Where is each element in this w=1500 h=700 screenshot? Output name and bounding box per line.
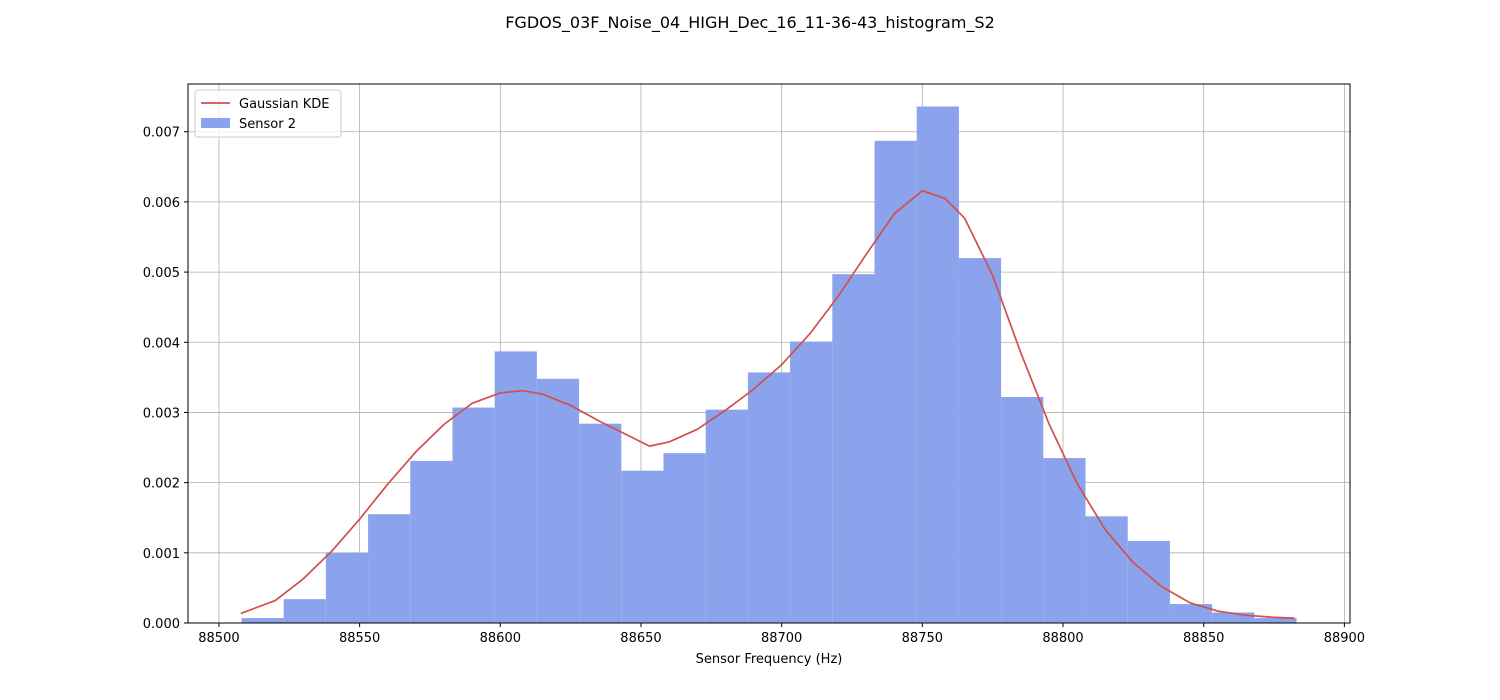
- histogram-bar-19: [1043, 458, 1086, 623]
- histogram-bar-20: [1085, 516, 1128, 623]
- x-tick-label-8: 88900: [1324, 631, 1365, 646]
- histogram-bar-6: [494, 351, 537, 623]
- histogram-bar-21: [1127, 540, 1170, 623]
- histogram-bar-22: [1169, 604, 1213, 623]
- histogram-bars: [241, 106, 1297, 624]
- histogram-bar-1: [283, 599, 326, 623]
- histogram-bar-23: [1212, 612, 1255, 623]
- kde-curve: [240, 189, 1295, 619]
- y-tick-label-6: 0.006: [143, 196, 180, 211]
- x-axis-ticks: 88500 88550 88600 88650 88700 88750 88800 88850…: [198, 623, 1365, 646]
- x-tick-label-5: 88750: [902, 631, 943, 646]
- x-tick-label-1: 88550: [339, 631, 380, 646]
- kde-curve-layer: [240, 189, 1295, 619]
- x-axis-label: Sensor Frequency (Hz): [696, 652, 843, 667]
- histogram-bar-14: [832, 274, 875, 623]
- x-tick-label-2: 88600: [480, 631, 521, 646]
- y-axis-ticks: 0.000 0.001 0.002 0.003 0.004 0.005 0.006 0.007: [143, 126, 188, 632]
- histogram-bar-4: [410, 460, 453, 623]
- histogram-bar-7: [536, 378, 580, 623]
- y-tick-label-4: 0.004: [143, 336, 180, 351]
- y-tick-label-7: 0.007: [143, 126, 180, 141]
- histogram-bar-18: [1001, 397, 1044, 623]
- chart-title: FGDOS_03F_Noise_04_HIGH_Dec_16_11-36-43_…: [505, 13, 995, 33]
- histogram-bar-15: [874, 140, 917, 623]
- histogram-bar-13: [790, 341, 833, 623]
- legend-label-kde: Gaussian KDE: [239, 97, 330, 112]
- legend: Gaussian KDE Sensor 2: [194, 89, 342, 138]
- histogram-bar-2: [325, 552, 369, 623]
- x-tick-label-3: 88650: [620, 631, 661, 646]
- plot-frame: [187, 83, 1351, 624]
- y-tick-label-5: 0.005: [143, 266, 180, 281]
- legend-label-sensor: Sensor 2: [239, 117, 296, 132]
- histogram-bar-3: [368, 514, 411, 623]
- x-tick-label-6: 88800: [1042, 631, 1083, 646]
- histogram-bar-12: [747, 372, 791, 623]
- histogram-bar-16: [916, 106, 959, 624]
- histogram-bar-10: [663, 453, 706, 623]
- legend-box: [194, 89, 342, 138]
- histogram-bar-5: [452, 407, 495, 623]
- histogram-bar-8: [579, 423, 622, 623]
- y-tick-label-3: 0.003: [143, 406, 180, 421]
- x-tick-label-7: 88850: [1183, 631, 1224, 646]
- histogram-bar-24: [1254, 618, 1297, 623]
- histogram-bar-0: [241, 618, 284, 623]
- y-tick-label-0: 0.000: [143, 617, 180, 632]
- histogram-bar-9: [621, 470, 664, 623]
- x-tick-label-0: 88500: [198, 631, 239, 646]
- histogram-bar-17: [958, 258, 1002, 623]
- legend-bar-swatch: [201, 118, 230, 128]
- x-tick-label-4: 88700: [761, 631, 802, 646]
- histogram-bar-11: [705, 409, 748, 623]
- y-tick-label-2: 0.002: [143, 477, 180, 492]
- y-tick-label-1: 0.001: [143, 547, 180, 562]
